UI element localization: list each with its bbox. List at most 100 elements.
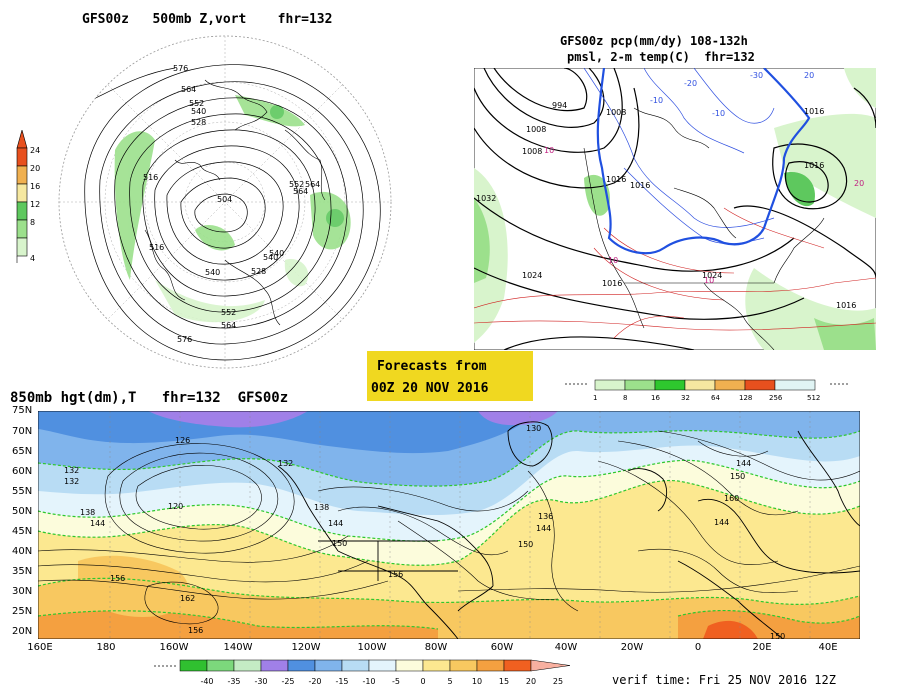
svg-text:516: 516 xyxy=(149,243,164,252)
lon-label: 80W xyxy=(424,642,448,653)
svg-text:24: 24 xyxy=(30,146,40,155)
850mb-contour-labels: 126 132 132 138 144 156 120 132 138 144 … xyxy=(64,424,785,639)
svg-text:-40: -40 xyxy=(200,677,213,686)
svg-text:1008: 1008 xyxy=(522,147,542,156)
svg-text:144: 144 xyxy=(714,518,729,527)
svg-text:16: 16 xyxy=(651,394,660,402)
svg-text:156: 156 xyxy=(388,570,403,579)
svg-text:144: 144 xyxy=(90,519,105,528)
svg-text:8: 8 xyxy=(623,394,627,402)
lon-label: 60W xyxy=(490,642,514,653)
lat-label: 50N xyxy=(12,506,33,517)
svg-text:138: 138 xyxy=(80,508,95,517)
svg-text:552: 552 xyxy=(221,308,236,317)
svg-text:12: 12 xyxy=(30,200,40,209)
svg-text:138: 138 xyxy=(314,503,329,512)
top-left-title: GFS00z 500mb Z,vort fhr=132 xyxy=(82,12,333,27)
bottom-title: 850mb hgt(dm),T fhr=132 GFS00z xyxy=(10,390,289,406)
lon-label: 0 xyxy=(694,642,702,653)
svg-text:64: 64 xyxy=(711,394,720,402)
lon-label: 100W xyxy=(357,642,387,653)
polar-500mb-map: 576 564 552 540 528 516 504 552 564 540 … xyxy=(58,35,392,369)
svg-text:1016: 1016 xyxy=(836,301,856,310)
850mb-temperature-map: 126 132 132 138 144 156 120 132 138 144 … xyxy=(38,411,860,639)
lat-label: 65N xyxy=(12,446,33,457)
svg-text:156: 156 xyxy=(188,626,203,635)
svg-text:-10: -10 xyxy=(712,109,725,118)
svg-text:540: 540 xyxy=(191,107,206,116)
svg-text:150: 150 xyxy=(770,632,785,639)
pmsl-precip-map: 994 1008 1008 1016 1016 1016 1024 1024 1… xyxy=(474,68,876,350)
svg-text:10: 10 xyxy=(608,256,618,265)
svg-text:132: 132 xyxy=(64,477,79,486)
svg-text:1016: 1016 xyxy=(602,279,622,288)
svg-text:8: 8 xyxy=(30,218,35,227)
top-right-title-line1: GFS00z pcp(mm/dy) 108-132h xyxy=(560,34,748,48)
svg-text:4: 4 xyxy=(30,254,35,263)
svg-text:1016: 1016 xyxy=(606,175,626,184)
lat-label: 70N xyxy=(12,426,33,437)
svg-text:144: 144 xyxy=(736,459,751,468)
svg-text:20: 20 xyxy=(30,164,40,173)
lat-label: 25N xyxy=(12,606,33,617)
pmsl-contour-labels: 994 1008 1008 1016 1016 1016 1024 1024 1… xyxy=(476,71,864,310)
svg-text:576: 576 xyxy=(173,64,188,73)
verif-time: verif time: Fri 25 NOV 2016 12Z xyxy=(612,673,836,687)
svg-text:20: 20 xyxy=(526,677,536,686)
svg-text:564: 564 xyxy=(221,321,236,330)
svg-text:512: 512 xyxy=(807,394,820,402)
svg-text:126: 126 xyxy=(175,436,190,445)
svg-text:-10: -10 xyxy=(650,96,663,105)
forecast-banner: Forecasts from 00Z 20 NOV 2016 xyxy=(367,351,533,401)
precip-colorbar: 1 8 16 32 64 128 256 512 xyxy=(565,379,850,402)
svg-text:-35: -35 xyxy=(227,677,240,686)
svg-text:150: 150 xyxy=(730,472,745,481)
svg-text:0: 0 xyxy=(420,677,425,686)
svg-text:516: 516 xyxy=(143,173,158,182)
svg-text:552: 552 xyxy=(289,180,304,189)
svg-text:1024: 1024 xyxy=(522,271,542,280)
temperature-colorbar: -40 -35 -30 -25 -20 -15 -10 -5 0 5 10 15… xyxy=(154,659,571,686)
svg-text:5: 5 xyxy=(447,677,452,686)
lat-label: 35N xyxy=(12,566,33,577)
svg-text:144: 144 xyxy=(536,524,551,533)
svg-text:132: 132 xyxy=(64,466,79,475)
top-right-title-line2: pmsl, 2-m temp(C) fhr=132 xyxy=(567,50,755,64)
svg-text:25: 25 xyxy=(553,677,563,686)
polar-contour-labels: 576 564 552 540 528 516 504 552 564 540 … xyxy=(143,64,320,344)
svg-text:-30: -30 xyxy=(254,677,267,686)
svg-text:-5: -5 xyxy=(392,677,400,686)
lat-label: 40N xyxy=(12,546,33,557)
svg-text:32: 32 xyxy=(681,394,690,402)
svg-text:564: 564 xyxy=(181,85,196,94)
svg-text:-25: -25 xyxy=(281,677,294,686)
svg-text:1016: 1016 xyxy=(630,181,650,190)
lon-label: 160E xyxy=(27,642,53,653)
svg-text:136: 136 xyxy=(538,512,553,521)
banner-line1: Forecasts from xyxy=(377,359,487,374)
svg-text:-30: -30 xyxy=(750,71,763,80)
lat-label: 45N xyxy=(12,526,33,537)
svg-text:128: 128 xyxy=(739,394,752,402)
svg-text:540: 540 xyxy=(263,253,278,262)
svg-text:1008: 1008 xyxy=(606,108,626,117)
svg-text:20: 20 xyxy=(854,179,864,188)
svg-text:564: 564 xyxy=(305,180,320,189)
lon-label: 40W xyxy=(554,642,578,653)
svg-text:528: 528 xyxy=(251,267,266,276)
vorticity-colorbar: 24 20 16 12 8 4 xyxy=(16,130,40,263)
svg-text:120: 120 xyxy=(168,502,183,511)
svg-text:256: 256 xyxy=(769,394,783,402)
lon-label: 40E xyxy=(818,642,838,653)
svg-text:540: 540 xyxy=(269,249,284,258)
banner-line2: 00Z 20 NOV 2016 xyxy=(371,381,489,396)
svg-text:1024: 1024 xyxy=(702,271,722,280)
svg-text:1032: 1032 xyxy=(476,194,496,203)
svg-text:504: 504 xyxy=(217,195,232,204)
lon-label: 140W xyxy=(223,642,253,653)
lon-label: 180 xyxy=(96,642,116,653)
svg-text:16: 16 xyxy=(30,182,40,191)
svg-text:540: 540 xyxy=(205,268,220,277)
svg-text:576: 576 xyxy=(177,335,192,344)
lat-label: 55N xyxy=(12,486,33,497)
